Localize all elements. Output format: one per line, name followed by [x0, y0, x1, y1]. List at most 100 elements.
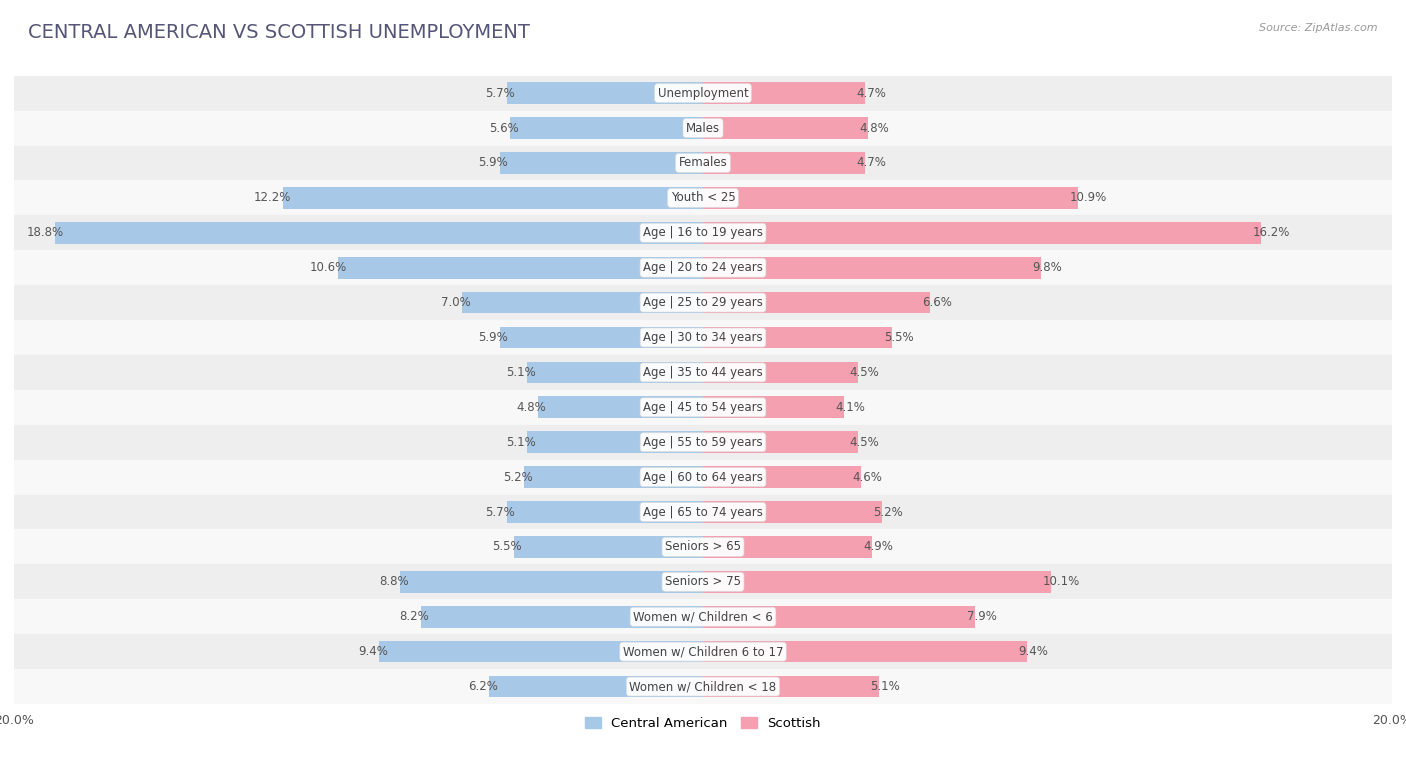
Text: 6.2%: 6.2% — [468, 680, 498, 693]
Text: 5.6%: 5.6% — [489, 122, 519, 135]
Bar — [703, 187, 1078, 209]
Bar — [703, 397, 844, 418]
Text: 7.9%: 7.9% — [966, 610, 997, 623]
Bar — [14, 494, 1392, 529]
Text: Seniors > 65: Seniors > 65 — [665, 540, 741, 553]
Bar — [283, 187, 703, 209]
Text: 9.4%: 9.4% — [1018, 645, 1047, 658]
Text: 5.5%: 5.5% — [884, 331, 914, 344]
Text: 10.1%: 10.1% — [1042, 575, 1080, 588]
Text: Age | 20 to 24 years: Age | 20 to 24 years — [643, 261, 763, 274]
Text: Age | 30 to 34 years: Age | 30 to 34 years — [643, 331, 763, 344]
Text: Age | 35 to 44 years: Age | 35 to 44 years — [643, 366, 763, 379]
Bar — [703, 501, 882, 523]
Text: Seniors > 75: Seniors > 75 — [665, 575, 741, 588]
Bar — [14, 459, 1392, 494]
Bar — [380, 641, 703, 662]
Bar — [510, 117, 703, 139]
Text: 5.2%: 5.2% — [503, 471, 533, 484]
Text: 5.1%: 5.1% — [506, 366, 536, 379]
Text: Age | 55 to 59 years: Age | 55 to 59 years — [643, 436, 763, 449]
Bar — [703, 327, 893, 348]
Bar — [527, 362, 703, 383]
Bar — [14, 320, 1392, 355]
Text: 5.1%: 5.1% — [870, 680, 900, 693]
Text: 5.9%: 5.9% — [478, 157, 509, 170]
Bar — [14, 180, 1392, 215]
Text: 5.5%: 5.5% — [492, 540, 522, 553]
Text: 9.4%: 9.4% — [359, 645, 388, 658]
Text: 8.8%: 8.8% — [378, 575, 409, 588]
Bar — [703, 431, 858, 453]
Bar — [703, 83, 865, 104]
Bar — [14, 425, 1392, 459]
Bar — [703, 676, 879, 697]
Bar — [14, 355, 1392, 390]
Text: Age | 25 to 29 years: Age | 25 to 29 years — [643, 296, 763, 309]
Text: Source: ZipAtlas.com: Source: ZipAtlas.com — [1260, 23, 1378, 33]
Bar — [703, 536, 872, 558]
Bar — [703, 362, 858, 383]
Bar — [703, 291, 931, 313]
Bar — [524, 466, 703, 488]
Bar — [461, 291, 703, 313]
Bar — [14, 565, 1392, 600]
Text: 6.6%: 6.6% — [922, 296, 952, 309]
Text: Age | 65 to 74 years: Age | 65 to 74 years — [643, 506, 763, 519]
Text: 12.2%: 12.2% — [254, 192, 291, 204]
Bar — [703, 257, 1040, 279]
Legend: Central American, Scottish: Central American, Scottish — [579, 712, 827, 735]
Bar — [14, 76, 1392, 111]
Text: Women w/ Children < 6: Women w/ Children < 6 — [633, 610, 773, 623]
Bar — [513, 536, 703, 558]
Text: 4.8%: 4.8% — [859, 122, 890, 135]
Text: 9.8%: 9.8% — [1032, 261, 1062, 274]
Bar — [703, 152, 865, 174]
Text: Youth < 25: Youth < 25 — [671, 192, 735, 204]
Text: 4.9%: 4.9% — [863, 540, 893, 553]
Bar — [703, 641, 1026, 662]
Text: 10.9%: 10.9% — [1070, 192, 1107, 204]
Bar — [14, 145, 1392, 180]
Bar — [399, 571, 703, 593]
Bar — [14, 285, 1392, 320]
Text: Women w/ Children 6 to 17: Women w/ Children 6 to 17 — [623, 645, 783, 658]
Bar — [489, 676, 703, 697]
Bar — [420, 606, 703, 628]
Text: 5.7%: 5.7% — [485, 86, 515, 100]
Text: 4.1%: 4.1% — [835, 400, 866, 414]
Text: 5.9%: 5.9% — [478, 331, 509, 344]
Bar — [506, 83, 703, 104]
Bar — [499, 152, 703, 174]
Bar — [55, 222, 703, 244]
Bar — [14, 669, 1392, 704]
Bar — [703, 222, 1261, 244]
Bar — [703, 571, 1050, 593]
Bar — [14, 634, 1392, 669]
Text: 7.0%: 7.0% — [440, 296, 471, 309]
Bar — [506, 501, 703, 523]
Text: 5.7%: 5.7% — [485, 506, 515, 519]
Text: Age | 60 to 64 years: Age | 60 to 64 years — [643, 471, 763, 484]
Text: 18.8%: 18.8% — [27, 226, 65, 239]
Text: CENTRAL AMERICAN VS SCOTTISH UNEMPLOYMENT: CENTRAL AMERICAN VS SCOTTISH UNEMPLOYMEN… — [28, 23, 530, 42]
Text: 10.6%: 10.6% — [309, 261, 346, 274]
Text: 4.7%: 4.7% — [856, 86, 886, 100]
Bar — [703, 117, 869, 139]
Text: 8.2%: 8.2% — [399, 610, 429, 623]
Bar — [703, 606, 976, 628]
Text: Women w/ Children < 18: Women w/ Children < 18 — [630, 680, 776, 693]
Text: Age | 45 to 54 years: Age | 45 to 54 years — [643, 400, 763, 414]
Text: 4.8%: 4.8% — [516, 400, 547, 414]
Text: Females: Females — [679, 157, 727, 170]
Text: 4.5%: 4.5% — [849, 436, 879, 449]
Bar — [499, 327, 703, 348]
Bar — [14, 251, 1392, 285]
Text: 16.2%: 16.2% — [1253, 226, 1289, 239]
Text: 4.6%: 4.6% — [853, 471, 883, 484]
Bar — [14, 529, 1392, 565]
Bar — [527, 431, 703, 453]
Bar — [537, 397, 703, 418]
Text: 4.5%: 4.5% — [849, 366, 879, 379]
Text: Males: Males — [686, 122, 720, 135]
